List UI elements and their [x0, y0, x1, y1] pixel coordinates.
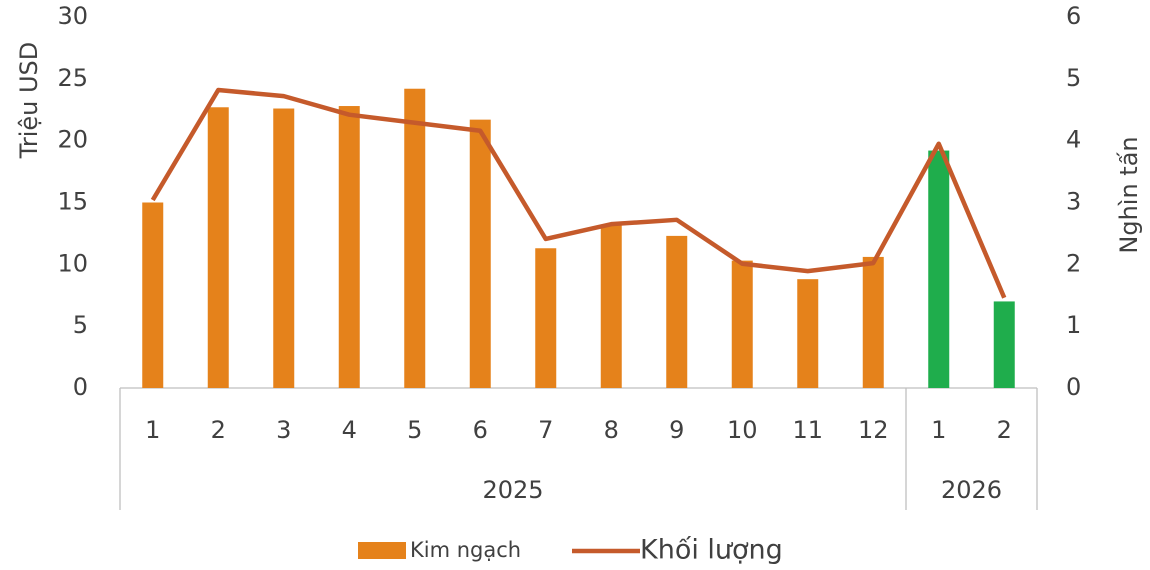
x-tick-label: 7: [538, 416, 553, 444]
x-tick-label: 10: [727, 416, 758, 444]
y2-tick-label: 3: [1066, 188, 1081, 216]
y-tick-label: 30: [57, 2, 88, 30]
bar: [469, 119, 491, 388]
y2-tick-label: 6: [1066, 2, 1081, 30]
x-tick-label: 3: [276, 416, 291, 444]
bar: [404, 88, 426, 388]
x-tick-label: 1: [145, 416, 160, 444]
bar: [142, 202, 164, 388]
y-tick-label: 0: [73, 373, 88, 401]
x-tick-label: 1: [931, 416, 946, 444]
y-axis-label: Triệu USD: [15, 42, 43, 160]
y-tick-label: 10: [57, 249, 88, 277]
bar: [862, 256, 884, 388]
y2-tick-label: 2: [1066, 249, 1081, 277]
bar: [731, 260, 753, 388]
bar: [993, 301, 1015, 388]
bar: [535, 248, 557, 388]
x-tick-label: 8: [604, 416, 619, 444]
y2-tick-label: 0: [1066, 373, 1081, 401]
x-tick-label: 4: [342, 416, 357, 444]
x-tick-label: 11: [792, 416, 823, 444]
x-tick-label: 2: [997, 416, 1012, 444]
legend-label: Khối lượng: [640, 535, 783, 566]
legend-label: Kim ngạch: [410, 538, 521, 562]
y-tick-label: 20: [57, 126, 88, 154]
line: [150, 87, 1007, 299]
x-tick-label: 12: [858, 416, 889, 444]
y2-tick-label: 5: [1066, 64, 1081, 92]
x-tick-label: 9: [669, 416, 684, 444]
x-tick-label: 5: [407, 416, 422, 444]
group-label: 2026: [941, 476, 1002, 504]
bar: [797, 279, 819, 388]
y2-axis-label: Nghìn tấn: [1115, 136, 1143, 253]
bar: [273, 108, 295, 388]
x-tick-label: 2: [211, 416, 226, 444]
legend-swatch: [358, 542, 406, 559]
bar: [338, 106, 360, 388]
y2-tick-label: 4: [1066, 126, 1081, 154]
y-tick-label: 25: [57, 64, 88, 92]
bar: [928, 150, 950, 388]
x-tick-label: 6: [473, 416, 488, 444]
y2-tick-label: 1: [1066, 311, 1081, 339]
group-label: 2025: [482, 476, 543, 504]
bar: [666, 235, 688, 388]
bar: [207, 107, 229, 388]
y-tick-label: 15: [57, 188, 88, 216]
bar: [600, 224, 622, 388]
y-tick-label: 5: [73, 311, 88, 339]
